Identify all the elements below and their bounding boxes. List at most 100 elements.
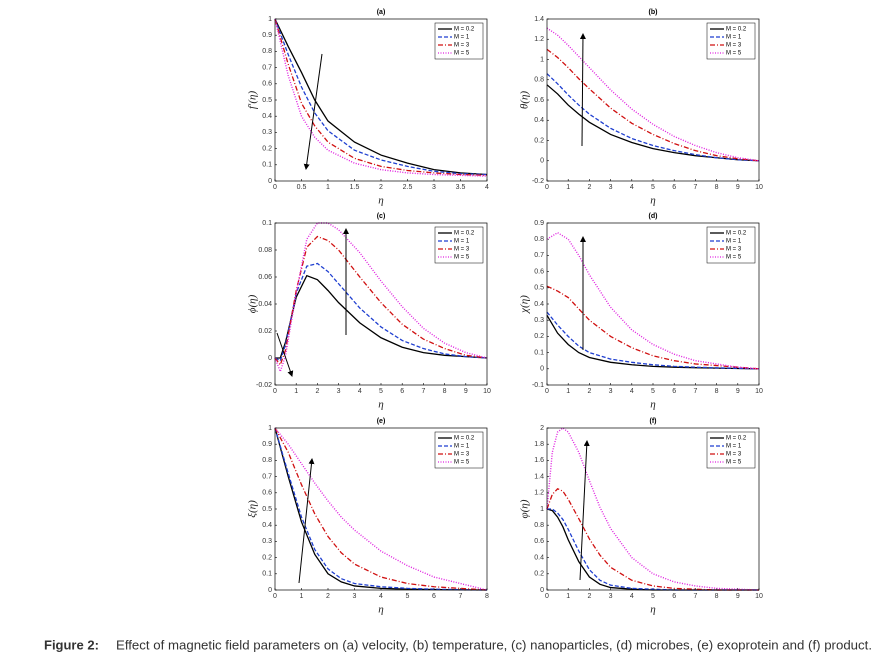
series-line [546,73,760,162]
series-line [274,427,488,591]
x-tick-label: 0 [273,388,277,395]
y-tick-label: 0.1 [262,220,272,227]
plot-frame [274,222,488,386]
y-axis-label: θ(η) [519,91,531,110]
x-tick-label: 2 [326,593,330,600]
series-line [547,508,759,591]
x-tick-label: 7 [693,388,697,395]
x-tick-label: 1.5 [350,184,360,191]
series-line [546,315,760,370]
y-tick-label: 0.9 [262,32,272,39]
y-tick-label: 0.2 [534,137,544,144]
plot-frame [546,222,760,386]
y-tick-label: 0.5 [534,285,544,292]
x-tick-label: 9 [736,184,740,191]
y-tick-label: 0.7 [534,252,544,259]
x-tick-label: 0 [545,593,549,600]
y-tick-label: 0.5 [262,506,272,513]
arrow [579,440,590,581]
y-tick-label: 0.2 [534,333,544,340]
panel: (f) 0 1 2 3 4 5 6 7 8 9 10 0 0.2 0.4 0.6 0.8 1 1.2 1.4 1.6 1.… [519,418,763,616]
legend-label: M = 0.2 [726,231,747,237]
y-tick-label: 0.5 [262,97,272,104]
x-tick-label: 2 [587,593,591,600]
y-tick-label: 1 [268,16,272,23]
legend-label: M = 5 [726,51,742,57]
legend-label: M = 5 [454,255,470,261]
y-tick-label: 0 [540,366,544,373]
series-line [274,235,488,367]
chart-title: (b) [649,9,658,16]
x-tick-label: 3 [353,593,357,600]
x-tick-label: 3 [337,388,341,395]
x-tick-label: 1 [326,184,330,191]
x-tick-label: 7 [693,184,697,191]
y-tick-label: 0.8 [262,457,272,464]
x-tick-label: 8 [715,593,719,600]
legend-label: M = 3 [726,247,742,253]
series-line [274,222,488,374]
x-tick-label: 1 [566,388,570,395]
arrow [303,53,323,170]
y-tick-label: 0.9 [262,441,272,448]
series-line [546,285,760,370]
y-tick-label: 0.8 [534,522,544,529]
x-tick-label: 4 [358,388,362,395]
arrow [579,33,586,147]
plot-frame [274,18,488,182]
x-tick-label: 9 [464,388,468,395]
chart-title: (f) [650,418,657,425]
plots: (a) 0 0.5 1 1.5 2 2.5 3 3.5 4 0 0.1 0.2 0.3 0.4 0.5 0.6 0… [247,9,763,616]
x-axis-label: η [378,195,383,207]
x-tick-label: 10 [755,388,763,395]
y-tick-label: -0.02 [256,382,272,389]
x-tick-label: 6 [432,593,436,600]
x-axis-label: η [378,399,383,411]
x-tick-label: 9 [736,388,740,395]
panel: (d)0 1 2 3 4 5 6 7 8 9 10-0.100.10.20.30.40.50.60.… [519,213,763,411]
legend-label: M = 0.2 [454,436,475,442]
y-tick-label: -0.2 [532,178,544,185]
x-tick-label: 1 [300,593,304,600]
series-line [274,18,488,176]
x-axis-label: η [650,399,655,411]
x-tick-label: 8 [485,593,489,600]
legend-label: M = 0.2 [454,27,475,33]
y-tick-label: 0.8 [262,48,272,55]
series-line [274,427,488,591]
x-tick-label: 10 [483,388,491,395]
arrow [298,458,315,584]
y-tick-label: 0.9 [534,220,544,227]
y-tick-label: 0.7 [262,473,272,480]
series-line [274,18,488,176]
annotation-arrows [276,33,590,584]
y-tick-label: 1 [540,56,544,63]
caption-text: Effect of magnetic field parameters on (… [116,637,872,652]
y-tick-label: 0.6 [262,490,272,497]
x-tick-label: 6 [400,388,404,395]
y-tick-label: 1.8 [534,441,544,448]
y-tick-label: 1 [268,425,272,432]
x-tick-label: 1 [566,184,570,191]
y-tick-label: 0 [540,158,544,165]
x-tick-label: 0 [545,184,549,191]
x-tick-label: 3 [609,388,613,395]
x-tick-label: 6 [672,388,676,395]
series-line [546,487,759,591]
y-tick-label: 1.2 [534,490,544,497]
y-tick-label: 0 [268,587,272,594]
y-tick-label: 0.06 [258,274,272,281]
x-tick-label: 5 [651,593,655,600]
x-tick-label: 4 [485,184,489,191]
x-tick-label: 8 [443,388,447,395]
x-tick-label: 10 [755,593,763,600]
series-line [274,18,488,176]
y-tick-label: 1.2 [534,36,544,43]
series-line [546,84,760,162]
x-tick-label: 0 [273,593,277,600]
x-tick-label: 5 [651,184,655,191]
x-tick-label: 3.5 [456,184,466,191]
y-tick-label: 0.1 [262,162,272,169]
legend-label: M = 1 [726,239,742,245]
legend-label: M = 5 [726,255,742,261]
